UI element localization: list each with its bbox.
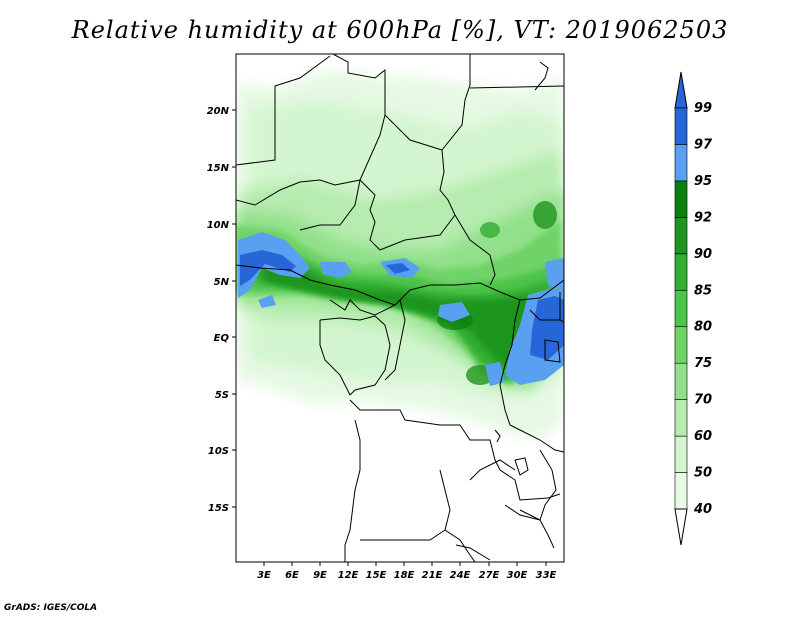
- map-frame: [235, 53, 565, 563]
- lon-labels: 3E 6E 9E 12E 15E 18E 21E 24E 27E 30E 33E: [257, 570, 556, 581]
- lat-label-5s: 5S: [215, 390, 229, 401]
- colorbar-label: 40: [693, 502, 712, 517]
- colorbar-label: 50: [694, 466, 712, 481]
- colorbar-label: 85: [694, 283, 712, 298]
- colorbar-label: 95: [694, 174, 712, 189]
- colorbar-label: 60: [694, 429, 712, 444]
- colorbar-label: 92: [694, 210, 712, 225]
- lon-label-27e: 27E: [479, 570, 500, 581]
- colorbar-label: 99: [694, 101, 712, 116]
- map-title: Relative humidity at 600hPa [%], VT: 201…: [71, 16, 729, 44]
- lat-label-10s: 10S: [208, 446, 229, 457]
- humidity-field: [236, 54, 564, 562]
- lon-label-15e: 15E: [366, 570, 387, 581]
- lon-label-12e: 12E: [338, 570, 359, 581]
- lat-label-eq: EQ: [214, 333, 230, 344]
- lon-label-24e: 24E: [450, 570, 471, 581]
- lon-label-33e: 33E: [536, 570, 557, 581]
- colorbar-cell: [674, 399, 688, 437]
- colorbar-labels: 40 50 60 70 75 80 85 90 92 95 97 99: [693, 101, 713, 517]
- colorbar-cell: [674, 435, 688, 473]
- lon-label-6e: 6E: [285, 570, 299, 581]
- colorbar-cell: [674, 472, 688, 510]
- colorbar-cell: [674, 144, 688, 182]
- colorbar-cell: [674, 107, 688, 145]
- lat-label-15n: 15N: [207, 163, 230, 174]
- lat-label-20n: 20N: [207, 106, 230, 117]
- country-borders: [236, 54, 564, 562]
- lon-label-21e: 21E: [422, 570, 443, 581]
- colorbar-cell: [674, 217, 688, 255]
- lon-label-9e: 9E: [313, 570, 327, 581]
- colorbar: 40 50 60 70 75 80 85 90 92 95 97 99: [674, 71, 713, 546]
- colorbar-bottom-arrow: [674, 508, 688, 546]
- colorbar-label: 80: [694, 320, 712, 335]
- lat-labels: 20N 15N 10N 5N EQ 5S 10S 15S: [207, 106, 230, 514]
- grads-credit: GrADS: IGES/COLA: [4, 603, 98, 613]
- colorbar-cell: [674, 326, 688, 364]
- lon-label-3e: 3E: [257, 570, 271, 581]
- lat-label-15s: 15S: [208, 503, 229, 514]
- lat-label-5n: 5N: [214, 277, 230, 288]
- colorbar-label: 75: [694, 356, 712, 371]
- colorbar-cell: [674, 362, 688, 400]
- colorbar-cell: [674, 289, 688, 328]
- lon-ticks: [263, 562, 547, 566]
- lon-label-30e: 30E: [507, 570, 528, 581]
- colorbar-top-arrow: [674, 71, 688, 109]
- colorbar-label: 97: [694, 137, 713, 152]
- colorbar-cell: [674, 180, 688, 218]
- colorbar-cells: [674, 107, 688, 510]
- lat-label-10n: 10N: [207, 220, 230, 231]
- colorbar-label: 70: [694, 393, 712, 408]
- lon-label-18e: 18E: [394, 570, 415, 581]
- lat-ticks: [232, 109, 236, 508]
- colorbar-cell: [674, 253, 688, 291]
- colorbar-label: 90: [694, 247, 712, 262]
